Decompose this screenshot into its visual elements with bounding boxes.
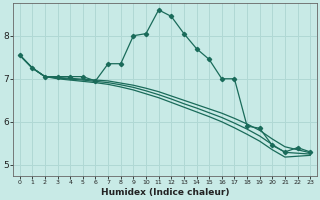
X-axis label: Humidex (Indice chaleur): Humidex (Indice chaleur)	[101, 188, 229, 197]
